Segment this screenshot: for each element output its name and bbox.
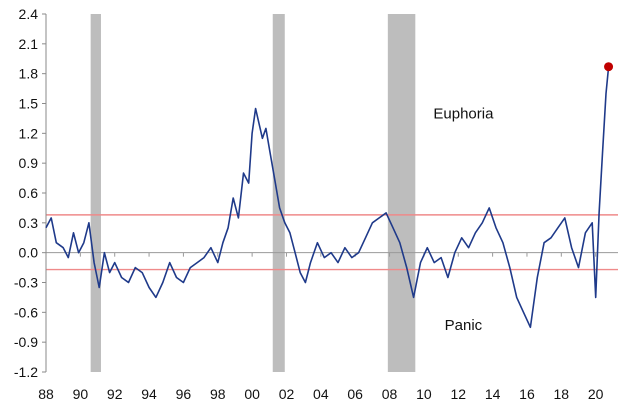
annotations: Euphoria Panic xyxy=(433,105,494,334)
y-tick-label-1.2: 1.2 xyxy=(19,125,39,141)
y-tick-label-1.5: 1.5 xyxy=(19,96,39,112)
x-tick-label-06: 06 xyxy=(347,386,363,402)
y-tick-label-2.1: 2.1 xyxy=(19,36,39,52)
x-tick-label-08: 08 xyxy=(382,386,398,402)
recession-band-2 xyxy=(272,14,285,372)
y-tick-label-1.8: 1.8 xyxy=(19,66,39,82)
y-tick-label--1.2: -1.2 xyxy=(14,364,38,380)
y-tick-label--0.9: -0.9 xyxy=(14,334,38,350)
x-tick-label-92: 92 xyxy=(107,386,123,402)
annotation-euphoria: Euphoria xyxy=(433,105,494,122)
y-tick-label--0.6: -0.6 xyxy=(14,304,38,320)
latest-value-marker xyxy=(604,62,614,72)
y-tick-label-0.6: 0.6 xyxy=(19,185,39,201)
x-tick-label-04: 04 xyxy=(313,386,329,402)
recession-band-1 xyxy=(90,14,101,372)
x-tick-label-14: 14 xyxy=(485,386,501,402)
reference-lines xyxy=(46,214,618,271)
y-tick-label--0.3: -0.3 xyxy=(14,275,38,291)
series-line-1 xyxy=(45,66,610,329)
recession-band-3 xyxy=(387,14,416,372)
series-layer xyxy=(45,62,614,329)
x-tick-label-20: 20 xyxy=(588,386,604,402)
x-tick-label-18: 18 xyxy=(554,386,570,402)
y-tick-label-2.4: 2.4 xyxy=(19,6,39,22)
x-tick-label-16: 16 xyxy=(519,386,535,402)
x-tick-label-10: 10 xyxy=(416,386,432,402)
x-tick-label-98: 98 xyxy=(210,386,226,402)
y-tick-label-0.0: 0.0 xyxy=(19,245,39,261)
x-tick-label-12: 12 xyxy=(450,386,466,402)
annotation-panic: Panic xyxy=(445,317,483,334)
tick-labels: -1.2 -0.9 -0.6 -0.3 0.0 0.3 0.6 0.9 1.2 1.5 1.8 2.1… xyxy=(14,6,604,402)
x-tick-label-90: 90 xyxy=(73,386,89,402)
x-tick-label-96: 96 xyxy=(176,386,192,402)
x-tick-label-00: 00 xyxy=(244,386,260,402)
recession-bands xyxy=(90,14,416,372)
x-tick-label-88: 88 xyxy=(38,386,54,402)
x-tick-label-94: 94 xyxy=(141,386,157,402)
y-tick-label-0.9: 0.9 xyxy=(19,155,39,171)
y-tick-label-0.3: 0.3 xyxy=(19,215,39,231)
x-tick-label-02: 02 xyxy=(279,386,295,402)
